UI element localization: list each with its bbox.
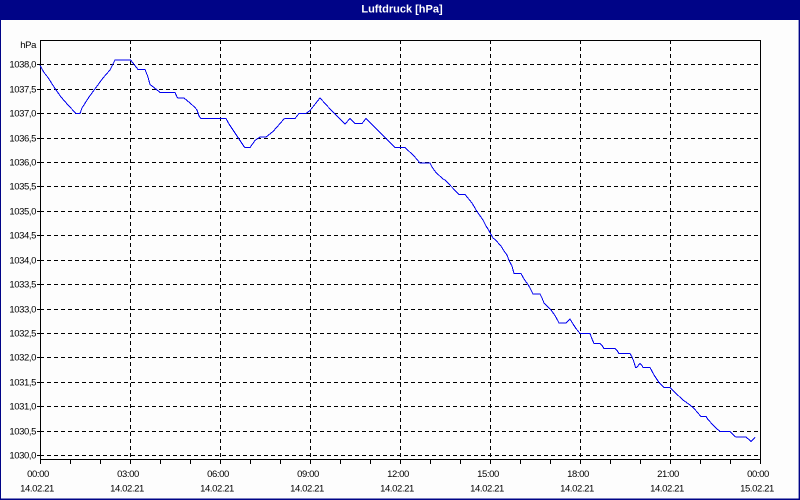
svg-text:00:00: 00:00 bbox=[747, 469, 769, 480]
svg-text:1034,0: 1034,0 bbox=[9, 256, 36, 267]
svg-text:1036,0: 1036,0 bbox=[9, 158, 36, 169]
svg-text:14.02.21: 14.02.21 bbox=[380, 484, 414, 495]
svg-text:1035,0: 1035,0 bbox=[9, 207, 36, 218]
svg-text:09:00: 09:00 bbox=[297, 469, 319, 480]
svg-text:1037,5: 1037,5 bbox=[9, 85, 36, 96]
svg-text:1033,5: 1033,5 bbox=[9, 280, 36, 291]
svg-text:1030,0: 1030,0 bbox=[9, 451, 36, 462]
svg-text:1035,5: 1035,5 bbox=[9, 182, 36, 193]
svg-text:1037,0: 1037,0 bbox=[9, 109, 36, 120]
svg-text:06:00: 06:00 bbox=[207, 469, 229, 480]
svg-text:14.02.21: 14.02.21 bbox=[470, 484, 504, 495]
svg-text:00:00: 00:00 bbox=[27, 469, 49, 480]
svg-text:18:00: 18:00 bbox=[567, 469, 589, 480]
svg-text:1036,5: 1036,5 bbox=[9, 134, 36, 145]
svg-text:1032,0: 1032,0 bbox=[9, 353, 36, 364]
svg-text:1038,0: 1038,0 bbox=[9, 60, 36, 71]
svg-text:03:00: 03:00 bbox=[117, 469, 139, 480]
svg-text:15:00: 15:00 bbox=[477, 469, 499, 480]
svg-text:1030,5: 1030,5 bbox=[9, 427, 36, 438]
svg-text:14.02.21: 14.02.21 bbox=[110, 484, 144, 495]
svg-text:14.02.21: 14.02.21 bbox=[650, 484, 684, 495]
svg-text:21:00: 21:00 bbox=[657, 469, 679, 480]
svg-text:1031,0: 1031,0 bbox=[9, 402, 36, 413]
svg-text:12:00: 12:00 bbox=[387, 469, 409, 480]
svg-text:14.02.21: 14.02.21 bbox=[200, 484, 234, 495]
svg-text:1034,5: 1034,5 bbox=[9, 231, 36, 242]
svg-text:1031,5: 1031,5 bbox=[9, 378, 36, 389]
svg-text:15.02.21: 15.02.21 bbox=[740, 484, 774, 495]
svg-text:1033,0: 1033,0 bbox=[9, 305, 36, 316]
svg-text:hPa: hPa bbox=[20, 40, 37, 51]
svg-text:14.02.21: 14.02.21 bbox=[290, 484, 324, 495]
svg-text:14.02.21: 14.02.21 bbox=[560, 484, 594, 495]
svg-text:Luftdruck [hPa]: Luftdruck [hPa] bbox=[361, 4, 443, 16]
svg-text:1032,5: 1032,5 bbox=[9, 329, 36, 340]
svg-text:14.02.21: 14.02.21 bbox=[20, 484, 54, 495]
